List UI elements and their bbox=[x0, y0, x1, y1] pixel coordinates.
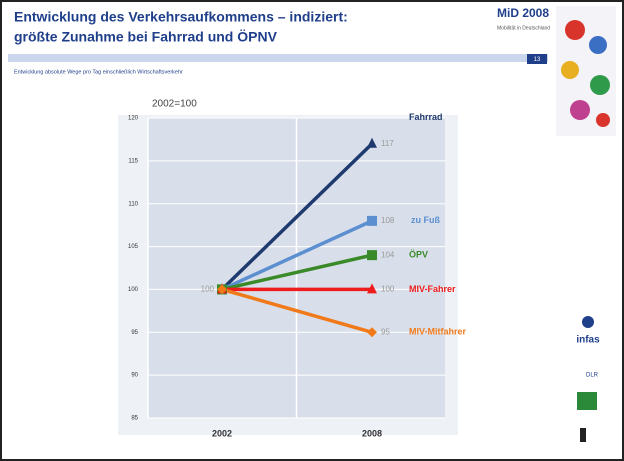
y-tick-label: 105 bbox=[128, 244, 139, 250]
y-tick-label: 115 bbox=[128, 158, 138, 164]
page-number: 13 bbox=[534, 57, 541, 63]
marker bbox=[367, 327, 377, 338]
y-tick-label: 85 bbox=[131, 416, 138, 422]
logo-icon bbox=[580, 428, 586, 442]
legend-label: MIV-Fahrer bbox=[409, 284, 456, 294]
header-band bbox=[8, 54, 548, 62]
y-tick-label: 90 bbox=[131, 373, 138, 379]
legend-label: zu Fuß bbox=[411, 215, 440, 225]
legend-label: Fahrrad bbox=[409, 112, 443, 122]
brand-sub: Mobilität in Deutschland bbox=[497, 25, 550, 31]
marker bbox=[217, 284, 227, 295]
x-tick-label: 2002 bbox=[212, 428, 232, 438]
marker bbox=[367, 137, 377, 148]
annotation: 2002=100 bbox=[152, 99, 197, 110]
value-label: 117 bbox=[381, 139, 394, 148]
series-line bbox=[221, 287, 373, 334]
marker bbox=[367, 215, 377, 226]
logo-icon bbox=[577, 392, 597, 410]
value-label: 100 bbox=[201, 285, 215, 294]
logo-collage bbox=[556, 6, 616, 136]
logo-text: infas bbox=[576, 335, 600, 346]
page-box bbox=[527, 54, 547, 64]
series-line bbox=[221, 219, 373, 292]
subtitle: Entwicklung absolute Wege pro Tag einsch… bbox=[14, 69, 183, 75]
value-label: 108 bbox=[381, 216, 395, 225]
legend-label: ÖPV bbox=[409, 250, 428, 260]
logo-text: DLR bbox=[586, 373, 599, 379]
y-tick-label: 100 bbox=[128, 287, 139, 293]
y-tick-label: 95 bbox=[131, 330, 138, 336]
value-label: 104 bbox=[381, 250, 395, 259]
y-tick-label: 110 bbox=[128, 201, 138, 207]
legend-label: MIV-Mitfahrer bbox=[409, 327, 467, 337]
brand: MiD 2008 bbox=[497, 6, 549, 20]
series-line bbox=[221, 253, 373, 292]
marker bbox=[367, 250, 377, 261]
value-label: 100 bbox=[381, 285, 395, 294]
x-tick-label: 2008 bbox=[362, 428, 382, 438]
series-line bbox=[220, 142, 374, 291]
title-line: größte Zunahme bei Fahrrad und ÖPNV bbox=[14, 29, 278, 45]
logo-icon bbox=[582, 316, 594, 328]
value-label: 95 bbox=[381, 327, 390, 336]
title-line: Entwicklung des Verkehrsaufkommens – ind… bbox=[14, 9, 348, 25]
y-tick-label: 120 bbox=[128, 116, 139, 122]
marker bbox=[367, 283, 377, 294]
